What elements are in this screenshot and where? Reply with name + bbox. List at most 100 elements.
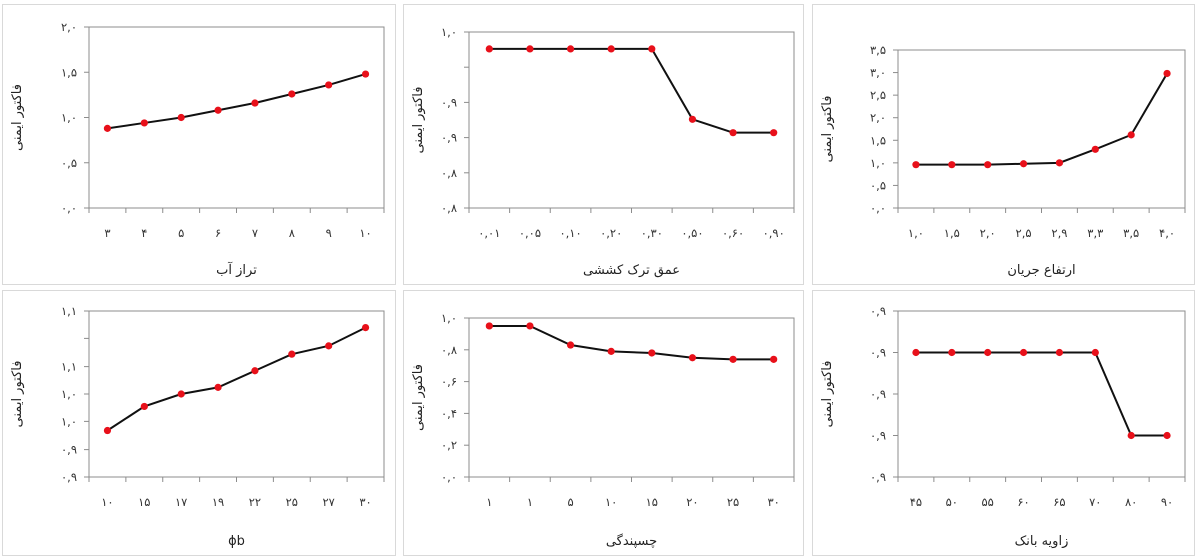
data-point bbox=[1127, 431, 1135, 440]
x-tick-label: ۲۵ bbox=[727, 495, 739, 509]
x-tick-label: ۳,۵ bbox=[1123, 226, 1139, 240]
data-point bbox=[251, 367, 259, 375]
x-tick-label: ۵ bbox=[567, 495, 573, 509]
x-tick-label: ۹ bbox=[326, 226, 332, 240]
x-tick-label: ۲,۹ bbox=[1051, 226, 1067, 240]
x-tick-label: ۶ bbox=[215, 226, 221, 240]
y-tick-label: ۰,۰ bbox=[870, 201, 886, 215]
x-tick-label: ۱۰ bbox=[359, 226, 371, 240]
y-tick-label: ۰,۲ bbox=[441, 438, 457, 452]
y-tick-label: ۱,۱ bbox=[61, 360, 77, 374]
plot-frame bbox=[88, 310, 385, 478]
data-point bbox=[912, 348, 920, 357]
x-tick-label: ۵۰ bbox=[946, 495, 958, 509]
y-tick-label: ۱,۰ bbox=[61, 414, 77, 428]
x-tick-label: ۶۵ bbox=[1053, 495, 1065, 509]
x-tick-label: ۰,۰۵ bbox=[519, 226, 541, 240]
y-tick-label: ۰,۹ bbox=[61, 470, 77, 484]
data-point bbox=[566, 341, 575, 349]
x-tick-label: ۲۵ bbox=[286, 495, 298, 509]
chart-panel-phi-b: ۰,۹ ۰,۹ ۱,۰ ۱,۰ ۱,۱ ۱,۱ ۱۰ ۱۵ ۱۷ ۱۹ ۲۲ ۲۵ ۲۷ ۳۰ ϕb فاکت… bbox=[2, 290, 396, 556]
data-point bbox=[770, 355, 778, 363]
x-tick-label: ۱ bbox=[486, 495, 492, 509]
data-point bbox=[361, 324, 370, 332]
y-tick-label: ۱,۰ bbox=[441, 311, 457, 325]
y-tick-label: ۰,۸ bbox=[441, 343, 457, 357]
series-line bbox=[489, 324, 774, 361]
data-point bbox=[948, 348, 956, 357]
x-tick-label: ۲۷ bbox=[323, 495, 335, 509]
x-tick-label: ۸ bbox=[289, 226, 295, 240]
x-tick-label: ۱ bbox=[527, 495, 533, 509]
plot-frame bbox=[468, 31, 795, 209]
x-tick-label: ۶۰ bbox=[1017, 495, 1029, 509]
y-tick-label: ۲,۰ bbox=[870, 111, 886, 125]
y-tick-label: ۱,۵ bbox=[870, 133, 886, 147]
data-point bbox=[103, 426, 112, 435]
series-line bbox=[489, 47, 774, 134]
y-tick-label: ۰,۹ bbox=[441, 131, 457, 145]
data-point bbox=[325, 81, 333, 89]
data-point bbox=[1019, 160, 1028, 168]
x-tick-label: ۰,۲۰ bbox=[600, 226, 622, 240]
series-line bbox=[107, 73, 366, 130]
plot-frame bbox=[897, 49, 1186, 209]
data-point bbox=[729, 355, 737, 363]
x-tick-label: ۳۰ bbox=[359, 495, 371, 509]
series-line bbox=[915, 351, 1168, 437]
x-tick-label: ۱,۰ bbox=[908, 226, 924, 240]
y-tick-label: ۲,۰ bbox=[61, 20, 77, 34]
y-tick-label: ۰,۸ bbox=[441, 166, 457, 180]
y-tick-label: ۱,۵ bbox=[61, 65, 77, 79]
data-point bbox=[1055, 159, 1064, 167]
x-axis-title: زاویه بانک bbox=[1015, 534, 1069, 549]
data-point bbox=[526, 45, 534, 53]
data-point bbox=[688, 354, 697, 362]
y-tick-label: ۰,۹ bbox=[61, 443, 77, 457]
plot-frame bbox=[468, 317, 795, 478]
y-axis-title: فاکتور ایمنی bbox=[411, 364, 426, 431]
y-axis-title: فاکتور ایمنی bbox=[820, 96, 835, 163]
y-tick-label: ۱,۰ bbox=[870, 156, 886, 170]
data-point bbox=[361, 70, 370, 78]
data-point bbox=[770, 129, 778, 137]
y-tick-label: ۲,۵ bbox=[870, 88, 886, 102]
chart-panel-cohesion: ۰,۰ ۰,۲ ۰,۴ ۰,۶ ۰,۸ ۱,۰ ۱ ۱ ۵ ۱۰ ۱۵ ۲۰ ۲۵ ۳۰ چسپندگی فا… bbox=[403, 290, 804, 556]
x-tick-label: ۸۰ bbox=[1125, 495, 1137, 509]
data-point bbox=[103, 124, 112, 132]
y-tick-label: ۰,۰ bbox=[441, 470, 457, 484]
y-tick-label: ۰,۹ bbox=[870, 429, 886, 443]
series-line bbox=[915, 72, 1168, 166]
data-point bbox=[984, 348, 992, 357]
y-tick-label: ۰,۹ bbox=[870, 387, 886, 401]
data-point bbox=[948, 161, 956, 169]
x-tick-label: ۰,۳۰ bbox=[641, 226, 663, 240]
data-point bbox=[214, 106, 222, 114]
x-tick-label: ۲۲ bbox=[249, 495, 261, 509]
chart-svg: ۰,۰ ۰,۵ ۱,۰ ۱,۵ ۲,۰ ۲,۵ ۳,۰ ۳,۵ ۱,۰ ۱,۵ ۲,۰ ۲,۵ ۲,۹ ۳… bbox=[820, 43, 1186, 278]
chart-svg: ۰,۰ ۰,۵ ۱,۰ ۱,۵ ۲,۰ ۳ ۴ ۵ ۶ ۷ ۸ ۹ ۱۰ تراز آب فاکتور ای… bbox=[10, 20, 385, 278]
series-line bbox=[106, 326, 367, 432]
data-point bbox=[688, 115, 697, 123]
data-point bbox=[1019, 348, 1028, 357]
x-tick-label: ۴۵ bbox=[910, 495, 922, 509]
x-axis-title: ارتفاع جریان bbox=[1007, 263, 1075, 278]
y-tick-label: ۱,۰ bbox=[61, 387, 77, 401]
y-axis-title: فاکتور ایمنی bbox=[10, 361, 25, 428]
x-tick-label: ۰,۱۰ bbox=[559, 226, 581, 240]
data-point bbox=[648, 45, 656, 53]
data-point bbox=[140, 402, 148, 411]
data-point bbox=[140, 119, 148, 127]
x-tick-label: ۱۰ bbox=[101, 495, 113, 509]
chart-panel-water-level: ۰,۰ ۰,۵ ۱,۰ ۱,۵ ۲,۰ ۳ ۴ ۵ ۶ ۷ ۸ ۹ ۱۰ تراز آب فاکتور ای… bbox=[2, 4, 396, 285]
x-axis-title: تراز آب bbox=[216, 261, 257, 278]
x-tick-label: ۱۷ bbox=[175, 495, 187, 509]
data-point bbox=[1091, 348, 1099, 357]
data-point bbox=[729, 129, 737, 137]
x-tick-label: ۳,۳ bbox=[1087, 226, 1103, 240]
data-point bbox=[251, 99, 259, 107]
chart-svg: ۰,۸ ۰,۸ ۰,۹ ۰,۹ ۱,۰ ۰,۰۱ ۰,۰۵ ۰,۱۰ ۰,۲۰ ۰,۳۰ ۰,۵۰ ۰… bbox=[411, 25, 795, 278]
x-tick-label: ۱۵ bbox=[646, 495, 658, 509]
x-tick-label: ۴ bbox=[141, 226, 147, 240]
data-point bbox=[1127, 131, 1135, 139]
